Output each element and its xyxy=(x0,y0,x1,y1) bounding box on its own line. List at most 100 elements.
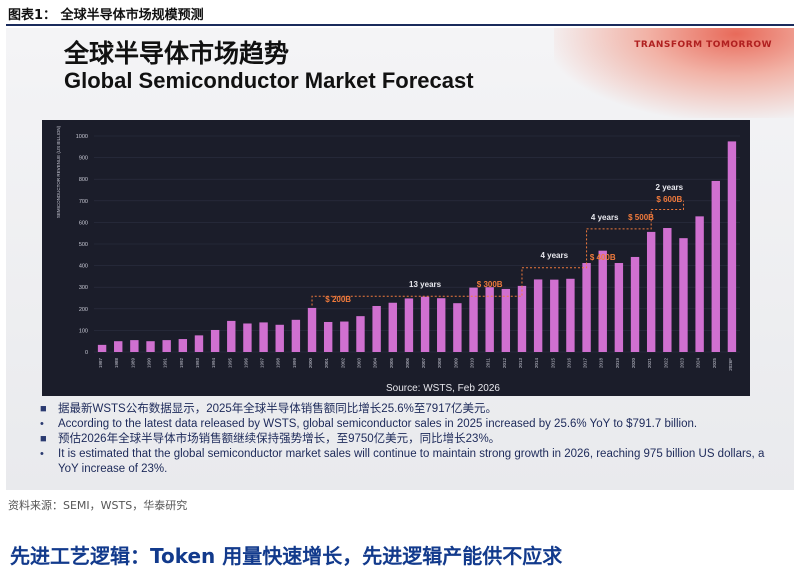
bullet-icon: • xyxy=(40,418,44,430)
bar-1995 xyxy=(227,320,236,352)
bar-2014 xyxy=(533,279,543,352)
x-tick-label: 2003 xyxy=(356,358,361,369)
y-tick-label: 300 xyxy=(79,285,88,291)
x-tick-label: 2022 xyxy=(663,358,668,369)
slide-title-cn: 全球半导体市场趋势 xyxy=(64,39,290,68)
bullet-icon: • xyxy=(40,448,44,460)
x-tick-label: 1988 xyxy=(114,358,119,369)
y-tick-label: 400 xyxy=(79,264,88,270)
bar-1999 xyxy=(291,319,301,352)
bar-2023 xyxy=(679,238,688,352)
bar-2013 xyxy=(517,285,527,352)
bar-2016 xyxy=(566,278,575,352)
x-tick-label: 2017 xyxy=(583,358,588,369)
bullet-item: • According to the latest data released b… xyxy=(36,417,776,432)
x-tick-label: 1997 xyxy=(260,358,265,369)
bar-2026F xyxy=(727,141,737,352)
chart-source: Source: WSTS, Feb 2026 xyxy=(386,383,500,394)
x-tick-label: 2014 xyxy=(534,358,539,369)
bar-2022 xyxy=(663,228,672,352)
x-tick-label: 1987 xyxy=(98,358,103,369)
bullet-text: 预估2026年全球半导体市场销售额继续保持强势增长，至9750亿美元，同比增长2… xyxy=(58,433,501,445)
figure-caption: 图表1： 全球半导体市场规模预测 xyxy=(8,8,204,23)
y-tick-label: 900 xyxy=(79,156,88,162)
presentation-slide: TRANSFORM TOMORROW 全球半导体市场趋势 Global Semi… xyxy=(6,28,794,490)
bar-2000 xyxy=(307,307,317,352)
y-tick-label: 200 xyxy=(79,307,88,313)
bar-1994 xyxy=(210,329,220,352)
x-tick-label: 1993 xyxy=(195,358,200,369)
x-tick-label: 2026F xyxy=(728,358,733,371)
bullet-list: ■ 据最新WSTS公布数据显示，2025年全球半导体销售额同比增长25.6%至79… xyxy=(36,402,776,477)
bar-2021 xyxy=(646,231,656,352)
bar-1990 xyxy=(146,341,155,352)
y-tick-label: 500 xyxy=(79,242,88,248)
x-tick-label: 2020 xyxy=(631,358,636,369)
y-axis-label: SEMICONDUCTOR REVENUE (US BILLION) xyxy=(56,125,61,218)
y-tick-label: 800 xyxy=(79,177,88,183)
bar-2008 xyxy=(437,298,446,352)
bar-2001 xyxy=(323,321,333,352)
x-tick-label: 1989 xyxy=(130,358,135,369)
x-tick-label: 2011 xyxy=(486,358,491,368)
annotation-2-years: 2 years xyxy=(656,183,684,192)
x-tick-label: 2002 xyxy=(340,358,345,369)
x-tick-label: 1998 xyxy=(276,358,281,369)
bar-2003 xyxy=(356,316,365,352)
bar-2007 xyxy=(420,296,430,352)
slide-glow xyxy=(554,28,794,118)
x-tick-label: 2016 xyxy=(566,358,571,369)
caption-rule xyxy=(6,24,794,26)
bar-2025 xyxy=(711,180,720,352)
y-tick-label: 100 xyxy=(79,328,88,334)
x-tick-label: 2006 xyxy=(405,358,410,369)
x-tick-label: 2004 xyxy=(373,358,378,369)
x-tick-label: 1999 xyxy=(292,358,297,369)
bar-2009 xyxy=(453,303,462,352)
annotation-13-years: 13 years xyxy=(409,280,442,289)
section-heading: 先进工艺逻辑：Token 用量快速增长，先进逻辑产能供不应求 xyxy=(10,544,563,568)
x-tick-label: 1992 xyxy=(179,358,184,369)
bar-1991 xyxy=(162,340,171,352)
bar-1988 xyxy=(114,341,123,352)
y-tick-label: 0 xyxy=(85,350,88,356)
bullet-item: ■ 据最新WSTS公布数据显示，2025年全球半导体销售额同比增长25.6%至79… xyxy=(36,402,776,417)
bar-2006 xyxy=(404,298,414,352)
bar-2005 xyxy=(388,302,397,352)
bar-2017 xyxy=(582,263,591,352)
bar-1993 xyxy=(194,335,204,352)
x-tick-label: 2009 xyxy=(453,358,458,369)
bar-2004 xyxy=(372,305,381,352)
x-tick-label: 2000 xyxy=(308,358,313,369)
bar-2018 xyxy=(598,250,607,352)
x-tick-label: 2010 xyxy=(470,358,475,369)
y-tick-label: 700 xyxy=(79,199,88,205)
annotation-400b: $ 400B xyxy=(590,253,616,262)
bullet-text: It is estimated that the global semicond… xyxy=(58,448,765,475)
x-tick-label: 2012 xyxy=(502,358,507,369)
bar-1997 xyxy=(259,322,268,352)
x-tick-label: 2001 xyxy=(324,358,329,369)
slide-title-en: Global Semiconductor Market Forecast xyxy=(64,68,474,93)
bullet-icon: ■ xyxy=(40,433,47,445)
annotation-4-years-a: 4 years xyxy=(540,251,568,260)
bar-2012 xyxy=(501,288,511,352)
bar-1998 xyxy=(275,324,284,352)
step-line-3 xyxy=(586,209,652,230)
x-tick-label: 2021 xyxy=(647,358,652,369)
y-tick-label: 600 xyxy=(79,220,88,226)
x-tick-label: 2019 xyxy=(615,358,620,369)
bullet-text: 据最新WSTS公布数据显示，2025年全球半导体销售额同比增长25.6%至791… xyxy=(58,403,497,415)
bullet-item: ■ 预估2026年全球半导体市场销售额继续保持强势增长，至9750亿美元，同比增长… xyxy=(36,432,776,447)
bar-1987 xyxy=(97,344,107,352)
source-note: 资料来源：SEMI，WSTS，华泰研究 xyxy=(8,499,188,512)
chart-area: 0 100 200 300 400 500 600 700 800 900 1000 SEMICOND… xyxy=(42,120,750,396)
x-tick-label: 2024 xyxy=(696,358,701,369)
bar-chart: 0 100 200 300 400 500 600 700 800 900 1000 SEMICOND… xyxy=(56,125,740,371)
step-line-1 xyxy=(311,267,523,306)
x-tick-label: 1991 xyxy=(163,358,168,369)
annotation-600b: $ 600B xyxy=(656,195,682,204)
bar-1989 xyxy=(130,340,139,352)
x-tick-label: 1996 xyxy=(243,358,248,369)
bullet-text: According to the latest data released by… xyxy=(58,418,698,430)
